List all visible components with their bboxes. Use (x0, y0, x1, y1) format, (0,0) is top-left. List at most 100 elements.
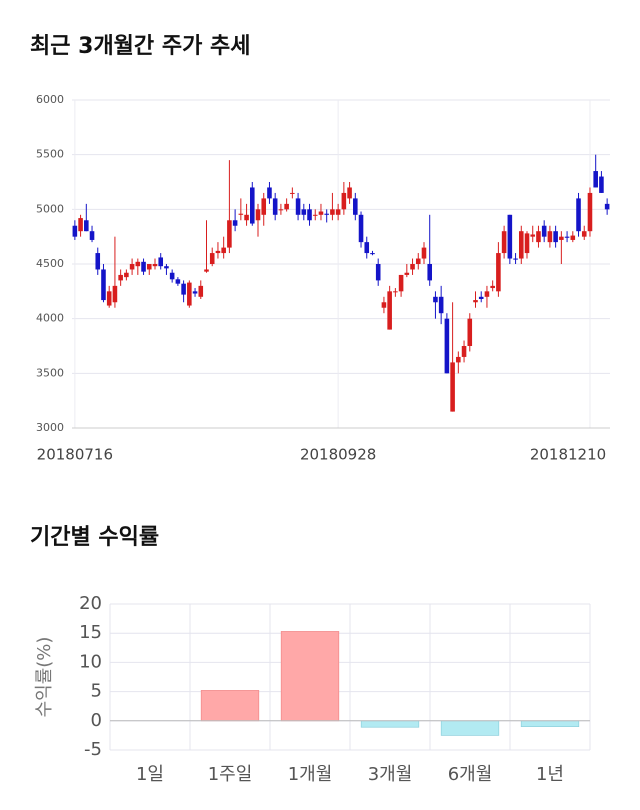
candle-body (118, 274, 123, 281)
candle-body (507, 214, 513, 259)
candle-body (192, 291, 198, 294)
bar (360, 720, 420, 728)
candle-body (461, 346, 467, 357)
candle-body (524, 233, 530, 254)
candle-body (215, 250, 221, 254)
candle-body (570, 235, 576, 240)
candle-body (324, 213, 329, 215)
candle-body (450, 362, 455, 412)
candle-body (564, 236, 570, 238)
candle-body (427, 264, 433, 281)
x-tick-label: 1일 (136, 764, 164, 785)
candle-body (95, 253, 101, 270)
candle-body (370, 253, 375, 255)
candle-body (364, 242, 370, 254)
chart-title: 최근 3개월간 주가 추세 (30, 34, 250, 59)
candle-body (341, 192, 347, 210)
bar (200, 690, 260, 722)
x-tick-label: 6개월 (448, 764, 493, 785)
candle-body (129, 264, 135, 270)
candle-body (198, 285, 204, 297)
x-tick-label: 20180716 (37, 446, 113, 464)
y-tick-label: 5 (91, 681, 102, 702)
y-tick-label: 4500 (36, 257, 64, 270)
candle-body (513, 258, 518, 260)
x-tick-label: 1년 (536, 764, 564, 785)
x-tick-label: 20180928 (300, 446, 376, 464)
candle-body (473, 300, 478, 303)
candle-body (410, 264, 415, 270)
bar (520, 720, 580, 727)
candle-body (78, 218, 83, 232)
candle-body (84, 220, 89, 232)
y-tick-label: 10 (79, 651, 102, 672)
y-tick-label: 5500 (36, 148, 64, 161)
candle-body (375, 264, 381, 281)
candle-body (553, 231, 558, 243)
candle-body (112, 285, 118, 303)
candle-body (444, 318, 450, 374)
candle-body (559, 236, 564, 240)
candle-body (261, 198, 267, 215)
candle-body (456, 356, 461, 363)
candle-body (89, 231, 95, 240)
candle-body (347, 187, 352, 199)
candle-body (141, 261, 146, 272)
candle-body (106, 291, 112, 306)
candle-body (146, 264, 152, 270)
bar (440, 720, 500, 736)
y-tick-label: 3000 (36, 421, 64, 434)
candle-body (387, 291, 392, 330)
candle-body (301, 209, 307, 215)
candle-body (404, 272, 410, 275)
candle-body (415, 258, 421, 264)
candle-body (307, 209, 312, 221)
y-tick-label: 4000 (36, 312, 64, 325)
candle-body (255, 209, 261, 221)
candle-body (490, 285, 495, 289)
candle-body (467, 318, 473, 346)
x-tick-label: 3개월 (368, 764, 413, 785)
candle-body (278, 209, 284, 211)
candle-body (381, 302, 387, 308)
bar (280, 631, 340, 722)
candle-body (181, 283, 186, 295)
candle-body (599, 176, 604, 193)
candle-body (593, 171, 598, 188)
y-axis-label: 수익률(%) (34, 637, 55, 718)
x-tick-label: 1개월 (288, 764, 333, 785)
candle-body (604, 203, 610, 210)
candle-body (398, 274, 404, 292)
y-tick-label: 0 (91, 710, 102, 731)
candle-body (267, 187, 272, 199)
candle-body (169, 272, 175, 280)
candle-body (164, 266, 169, 269)
candle-body (295, 198, 301, 215)
candle-body (290, 192, 295, 194)
candle-body (312, 214, 318, 216)
candle-body (204, 269, 209, 272)
x-tick-label: 1주일 (208, 764, 253, 785)
candle-body (158, 257, 164, 267)
candle-body (318, 211, 324, 215)
candle-body (438, 296, 444, 314)
candle-body (175, 279, 181, 284)
candle-body (478, 296, 484, 299)
candle-body (421, 247, 427, 259)
candle-body (518, 231, 524, 259)
y-tick-label: 5000 (36, 202, 64, 215)
y-tick-label: 6000 (36, 93, 64, 106)
candle-body (187, 282, 192, 306)
y-tick-label: -5 (84, 739, 102, 760)
candle-body (330, 209, 335, 215)
candle-body (536, 231, 541, 243)
y-tick-label: 15 (79, 622, 102, 643)
candle-body (72, 225, 78, 237)
candle-body (124, 272, 129, 278)
candle-body (393, 291, 398, 293)
candle-body (135, 261, 141, 267)
candle-body (541, 225, 547, 237)
candle-body (353, 198, 358, 215)
x-tick-label: 20181210 (530, 446, 606, 464)
